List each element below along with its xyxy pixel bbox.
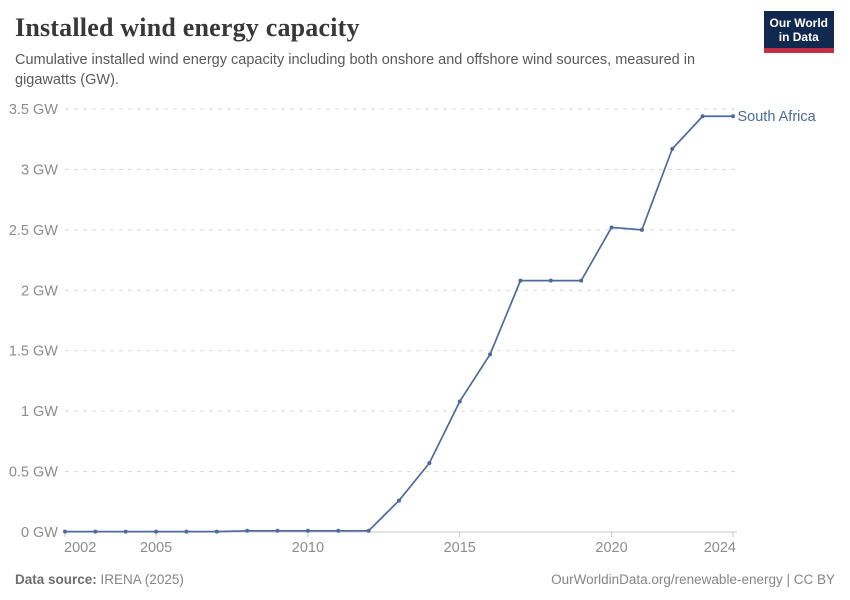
owid-logo-line2: in Data <box>778 30 819 45</box>
series-line[interactable] <box>64 115 734 533</box>
data-point[interactable] <box>488 352 493 357</box>
owid-logo-line1: Our World <box>769 16 828 30</box>
owid-logo[interactable]: Our World in Data <box>763 11 834 54</box>
data-point[interactable] <box>397 498 401 503</box>
data-point[interactable] <box>518 278 523 283</box>
data-point[interactable] <box>336 528 341 533</box>
chart-subtitle: Cumulative installed wind energy capacit… <box>15 51 696 89</box>
x-tick-label: 2020 <box>595 540 627 556</box>
chart-header: Installed wind energy capacity Cumulativ… <box>15 13 755 90</box>
x-tick-label: 2015 <box>444 540 476 556</box>
data-point[interactable] <box>154 529 159 534</box>
y-tick-label: 3.5 GW <box>9 102 58 118</box>
data-point[interactable] <box>214 529 219 534</box>
y-tick-label: 0.5 GW <box>9 465 58 481</box>
data-point[interactable] <box>123 529 128 534</box>
y-tick-label: 1.5 GW <box>9 344 58 360</box>
data-point[interactable] <box>731 114 735 119</box>
data-source-note: Data source: IRENA (2025) <box>15 572 184 587</box>
data-point[interactable] <box>670 146 675 151</box>
data-point[interactable] <box>93 529 98 534</box>
data-source-label: Data source: <box>15 572 97 587</box>
data-point[interactable] <box>366 528 371 533</box>
data-point[interactable] <box>579 278 584 283</box>
data-point[interactable] <box>427 461 432 466</box>
y-tick-label: 2 GW <box>21 283 58 299</box>
data-source-value: IRENA (2025) <box>100 572 184 587</box>
x-tick-label: 2024 <box>704 540 736 556</box>
y-tick-label: 0 GW <box>21 525 58 541</box>
chart-title: Installed wind energy capacity <box>15 13 360 42</box>
data-point[interactable] <box>305 528 310 533</box>
chart-footer: Data source: IRENA (2025) OurWorldinData… <box>15 572 835 587</box>
y-tick-label: 2.5 GW <box>9 223 58 239</box>
data-point[interactable] <box>700 114 705 119</box>
data-point[interactable] <box>639 227 644 232</box>
series-end-label[interactable]: South Africa <box>738 109 817 125</box>
y-tick-label: 3 GW <box>21 162 58 178</box>
data-point[interactable] <box>184 529 189 534</box>
y-tick-label: 1 GW <box>21 404 58 420</box>
x-tick-label: 2005 <box>140 540 172 556</box>
x-tick-label: 2010 <box>292 540 324 556</box>
data-point[interactable] <box>609 225 614 230</box>
data-point[interactable] <box>63 529 67 534</box>
data-point[interactable] <box>245 528 250 533</box>
credit-link[interactable]: OurWorldinData.org/renewable-energy | CC… <box>551 572 835 587</box>
data-point[interactable] <box>457 399 462 404</box>
x-tick-label: 2002 <box>64 540 96 556</box>
data-point[interactable] <box>275 528 280 533</box>
data-point[interactable] <box>548 278 553 283</box>
